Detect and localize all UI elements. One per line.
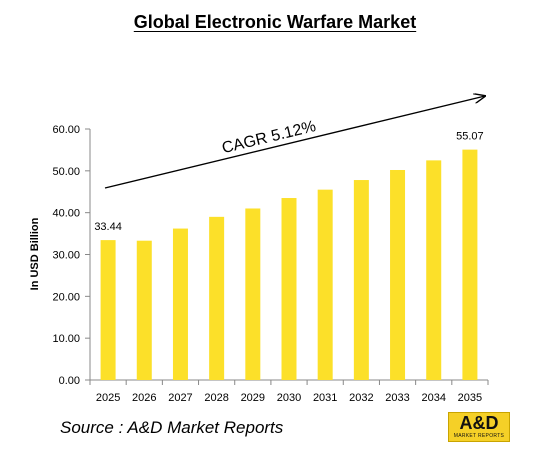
data-labels: 33.44 55.07 <box>94 131 483 233</box>
x-tick-label: 2031 <box>313 392 337 404</box>
cagr-annotation: CAGR 5.12% <box>220 118 317 157</box>
bar-2032 <box>353 180 369 380</box>
x-tick-label: 2028 <box>204 392 228 404</box>
bar-2026 <box>136 240 152 380</box>
y-tick-label: 30.00 <box>52 250 80 262</box>
y-axis: 0.00 10.00 20.00 30.00 40.00 50.00 60.00 <box>52 124 91 387</box>
brand-logo: A&D MARKET REPORTS <box>448 412 510 442</box>
bar-2034 <box>426 160 442 380</box>
y-axis-label: In USD Billion <box>29 217 41 290</box>
logo-text: A&D <box>459 413 499 433</box>
logo-subtext: MARKET REPORTS <box>453 433 505 439</box>
bar-2031 <box>317 189 333 380</box>
bar-2030 <box>281 198 297 380</box>
bar-2028 <box>209 216 225 380</box>
x-tick-label: 2033 <box>385 392 409 404</box>
x-tick-label: 2027 <box>168 392 192 404</box>
data-label-2035: 55.07 <box>456 131 484 143</box>
y-tick-label: 0.00 <box>59 375 80 387</box>
y-tick-label: 10.00 <box>52 333 80 345</box>
x-tick-label: 2026 <box>132 392 156 404</box>
bar-2027 <box>172 228 188 380</box>
x-axis: 2025 2026 2027 2028 2029 2030 2031 2032 2033 2034… <box>89 379 489 404</box>
chart-title: Global Electronic Warfare Market <box>133 12 417 32</box>
y-tick-label: 60.00 <box>52 124 80 136</box>
bars <box>100 149 478 380</box>
bar-2033 <box>390 169 406 380</box>
cagr-arrow <box>104 96 485 189</box>
bar-2035 <box>462 149 478 380</box>
x-tick-label: 2025 <box>96 392 120 404</box>
y-tick-label: 50.00 <box>52 166 80 178</box>
x-tick-label: 2034 <box>421 392 445 404</box>
data-label-2025: 33.44 <box>94 221 122 233</box>
source-text: Source : A&D Market Reports <box>60 418 284 437</box>
bar-2025 <box>100 240 116 380</box>
y-tick-label: 20.00 <box>52 291 80 303</box>
x-tick-label: 2030 <box>277 392 301 404</box>
x-tick-label: 2035 <box>458 392 482 404</box>
bar-2029 <box>245 208 261 380</box>
y-tick-label: 40.00 <box>52 208 80 220</box>
x-tick-label: 2032 <box>349 392 373 404</box>
x-tick-label: 2029 <box>241 392 265 404</box>
